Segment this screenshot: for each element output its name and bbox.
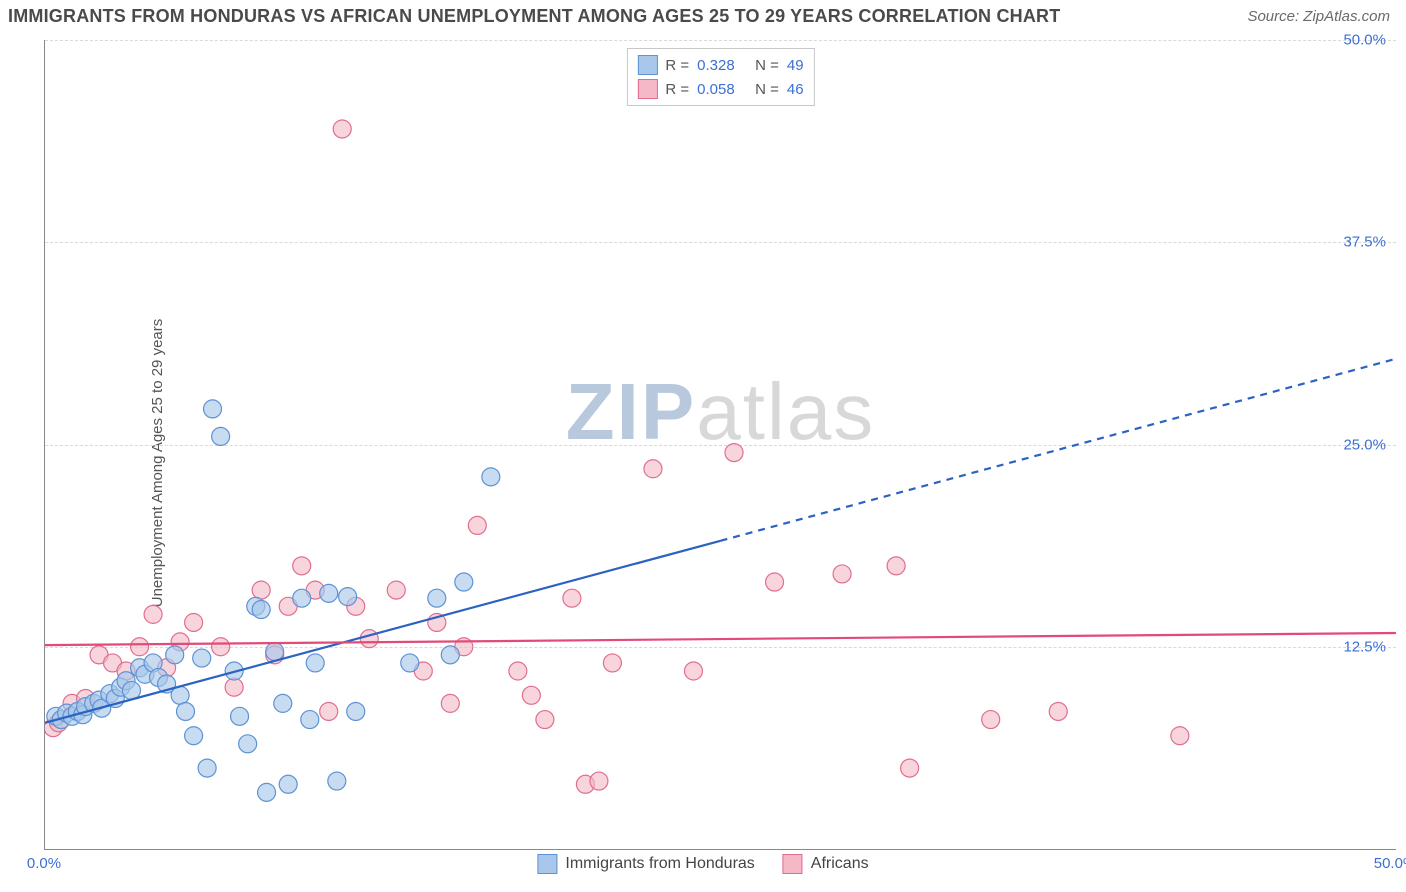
n-value-1: 46 bbox=[787, 81, 804, 98]
swatch-series-0 bbox=[637, 55, 657, 75]
series-legend: Immigrants from Honduras Africans bbox=[537, 854, 868, 874]
legend-item-1: Africans bbox=[783, 854, 869, 874]
legend-label-0: Immigrants from Honduras bbox=[565, 855, 754, 873]
n-value-0: 49 bbox=[787, 57, 804, 74]
plot-svg bbox=[45, 40, 1396, 849]
r-value-1: 0.058 bbox=[697, 81, 747, 98]
r-label: R = bbox=[665, 81, 689, 98]
correlation-row-0: R = 0.328 N = 49 bbox=[637, 53, 803, 77]
legend-swatch-1 bbox=[783, 854, 803, 874]
chart-title: IMMIGRANTS FROM HONDURAS VS AFRICAN UNEM… bbox=[8, 6, 1060, 27]
legend-label-1: Africans bbox=[811, 855, 869, 873]
source-label: Source: ZipAtlas.com bbox=[1247, 8, 1390, 25]
chart-container: Unemployment Among Ages 25 to 29 years Z… bbox=[0, 34, 1406, 892]
n-label: N = bbox=[755, 57, 779, 74]
legend-item-0: Immigrants from Honduras bbox=[537, 854, 754, 874]
correlation-row-1: R = 0.058 N = 46 bbox=[637, 77, 803, 101]
r-label: R = bbox=[665, 57, 689, 74]
legend-swatch-0 bbox=[537, 854, 557, 874]
plot-area: ZIPatlas R = 0.328 N = 49 R = 0.058 N = … bbox=[44, 40, 1396, 850]
r-value-0: 0.328 bbox=[697, 57, 747, 74]
correlation-legend: R = 0.328 N = 49 R = 0.058 N = 46 bbox=[626, 48, 814, 106]
n-label: N = bbox=[755, 81, 779, 98]
swatch-series-1 bbox=[637, 79, 657, 99]
